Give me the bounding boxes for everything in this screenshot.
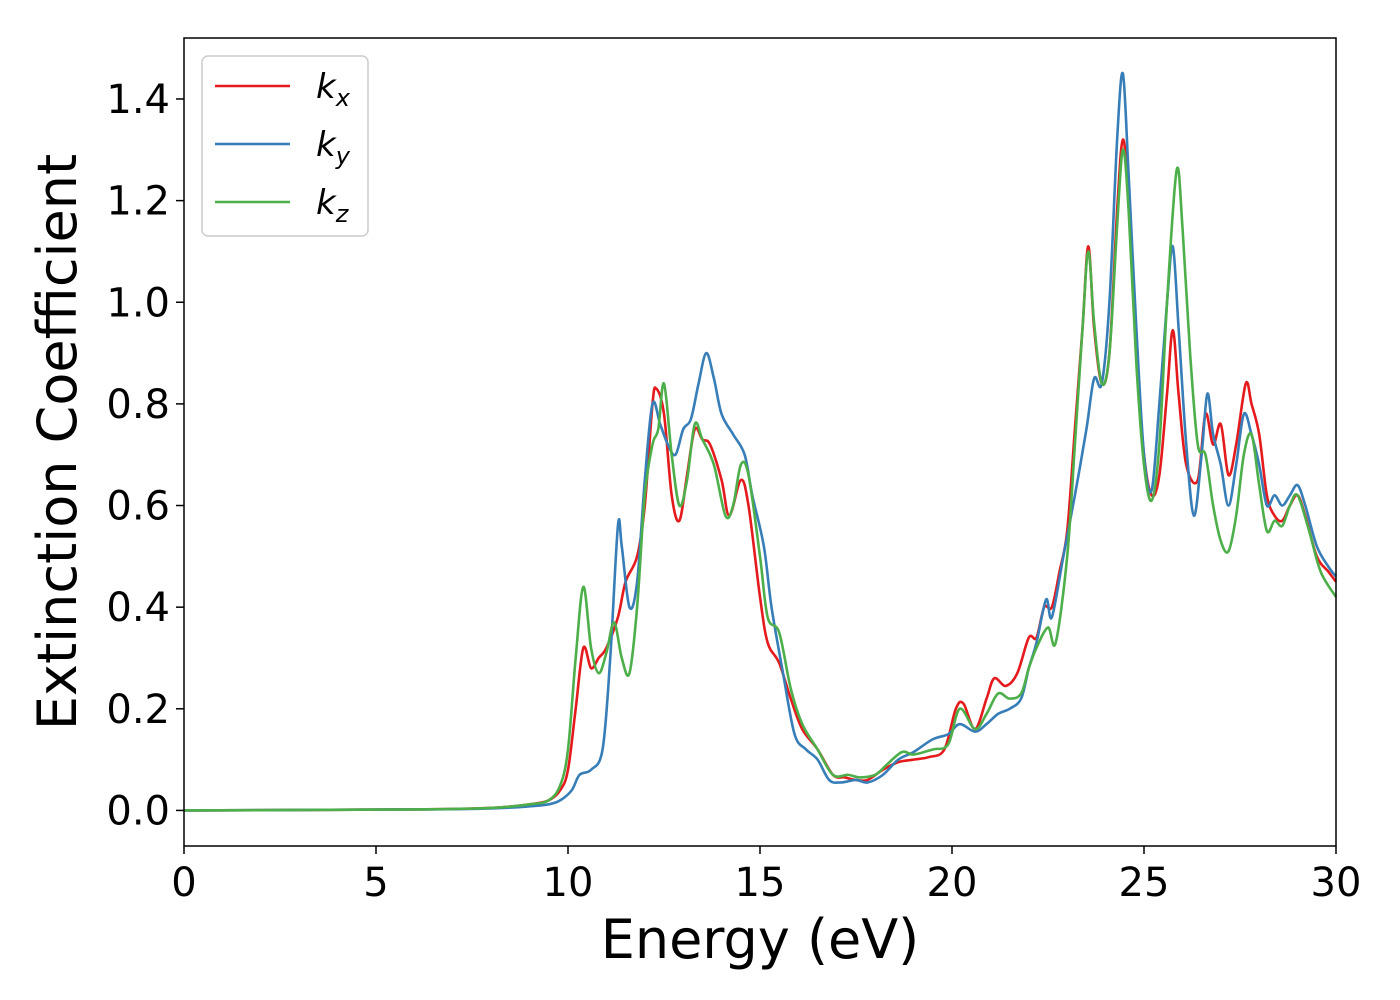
legend-frame	[201, 55, 369, 237]
legend-label-subscript: y	[335, 142, 351, 170]
y-axis-ticks: 0.0 0.2 0.4 0.6 0.8 1.0 1.2 1.4	[106, 77, 184, 834]
x-tick-label: 5	[363, 860, 388, 906]
x-tick-label: 20	[927, 860, 978, 906]
x-tick-label: 15	[735, 860, 786, 906]
y-tick-label: 0.0	[106, 788, 170, 834]
y-tick-label: 1.4	[106, 77, 170, 123]
legend-label-ky: ky	[316, 125, 351, 170]
legend-label-kz: kz	[316, 183, 350, 228]
x-tick-label: 10	[543, 860, 594, 906]
legend-label-kx: kx	[316, 67, 351, 112]
y-tick-label: 0.2	[106, 687, 170, 733]
legend-label-subscript: z	[335, 200, 350, 228]
x-axis-title: Energy (eV)	[601, 908, 920, 971]
legend-label-subscript: x	[335, 84, 351, 112]
series-line-ky	[183, 71, 1338, 812]
x-tick-label: 30	[1311, 860, 1362, 906]
y-tick-label: 0.4	[106, 585, 170, 631]
y-axis-title: Extinction Coefficient	[26, 154, 89, 730]
series-line-kz	[183, 148, 1338, 812]
legend-label-main: k	[316, 183, 337, 223]
y-tick-label: 1.2	[106, 179, 170, 225]
x-tick-label: 0	[171, 860, 196, 906]
legend-label-main: k	[316, 67, 337, 107]
x-axis-ticks: 0 5 10 15 20 25 30	[171, 846, 1361, 906]
y-tick-label: 0.8	[106, 382, 170, 428]
x-tick-label: 25	[1119, 860, 1170, 906]
legend-label-main: k	[316, 125, 337, 165]
y-tick-label: 0.6	[106, 484, 170, 530]
y-tick-label: 1.0	[106, 280, 170, 326]
series-layer	[183, 71, 1338, 812]
